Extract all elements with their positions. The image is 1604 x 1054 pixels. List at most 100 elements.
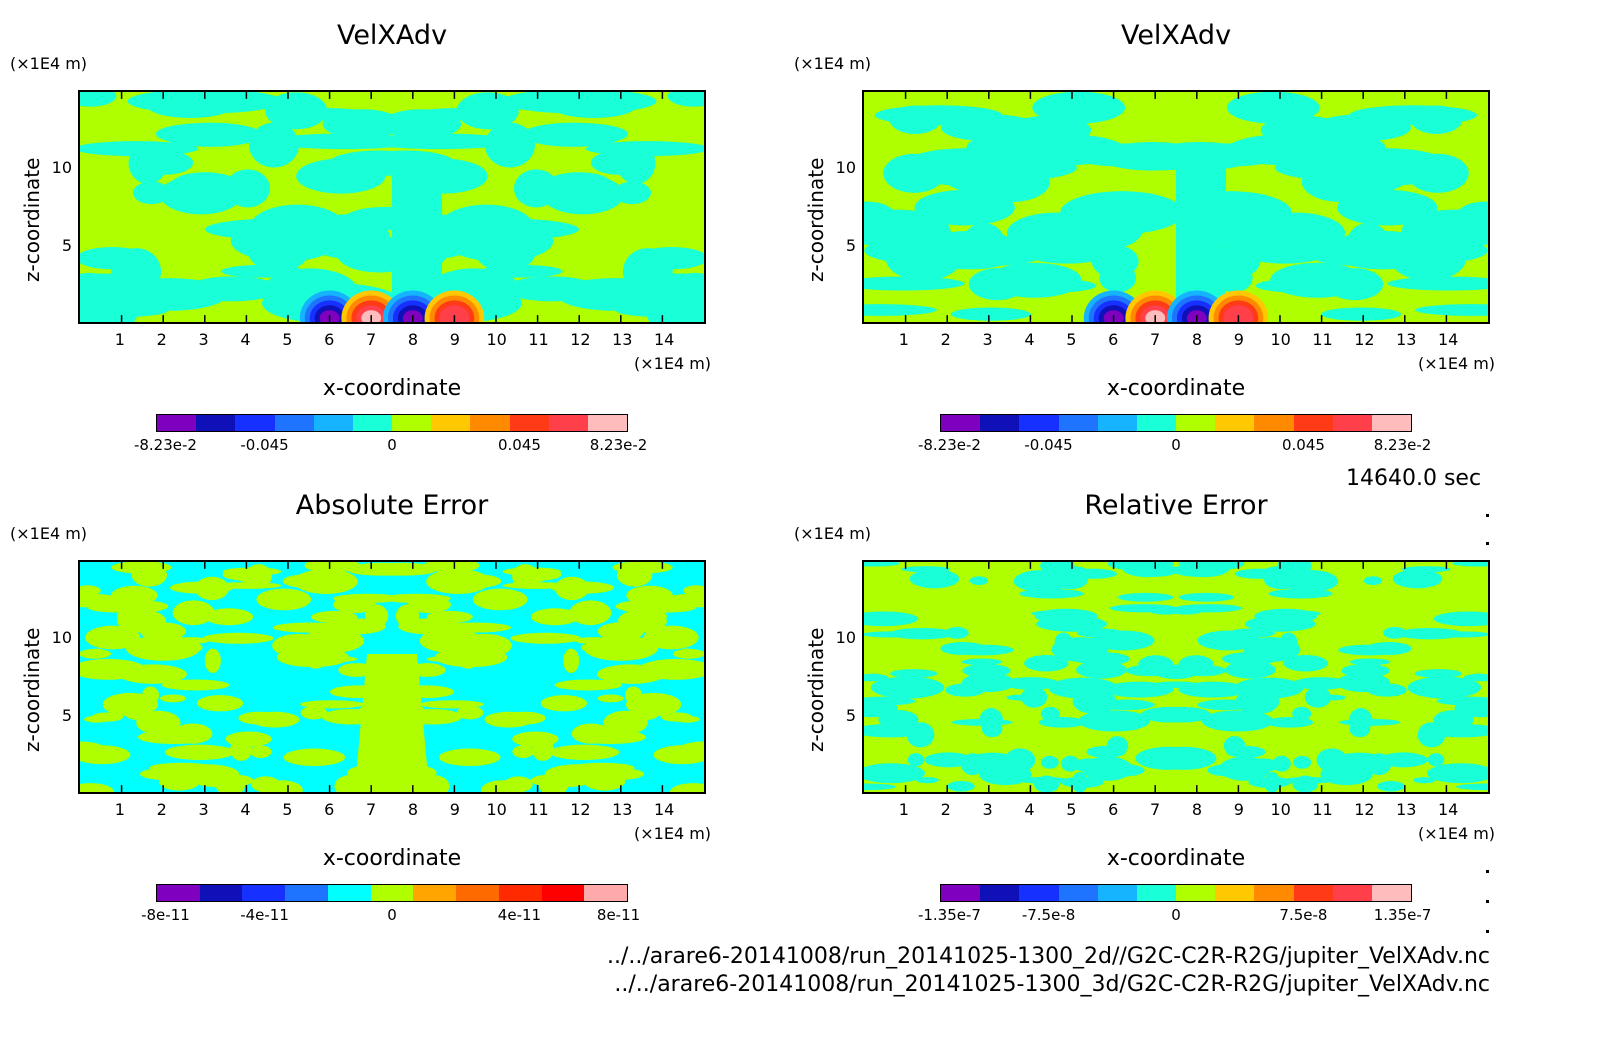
field-contour-blob xyxy=(613,181,652,205)
colorbar-swatch xyxy=(242,885,286,901)
colorbar-swatch xyxy=(1215,885,1255,901)
colorbar-swatch xyxy=(980,415,1020,431)
field-contour-blob xyxy=(1076,206,1144,249)
colorbar xyxy=(940,884,1412,902)
field-contour-blob xyxy=(256,588,312,611)
x-tick-label: 9 xyxy=(1233,330,1244,349)
field-contour-blob xyxy=(924,752,973,768)
field-contour-blob xyxy=(549,744,620,760)
colorbar-swatch xyxy=(587,415,628,431)
colorbar-swatch xyxy=(498,885,542,901)
field-contour-blob xyxy=(364,604,389,628)
colorbar-swatch xyxy=(1097,885,1137,901)
y-axis-unit: (×1E4 m) xyxy=(10,524,88,543)
x-tick-label: 7 xyxy=(365,800,377,819)
field-contour-blob xyxy=(550,581,615,594)
x-tick-label: 12 xyxy=(1354,330,1375,349)
field-contour-blob xyxy=(283,108,372,120)
field-contour-blob xyxy=(1407,676,1482,699)
heatmap-field xyxy=(80,562,704,792)
colorbar-tick-label: 0.045 xyxy=(1281,436,1325,454)
colorbar-swatch xyxy=(1058,415,1098,431)
x-tick-label: 7 xyxy=(1149,330,1161,349)
heatmap-plot-area xyxy=(862,90,1490,324)
field-contour-blob xyxy=(1340,166,1394,198)
field-contour-blob xyxy=(137,730,210,745)
field-contour-blob xyxy=(1127,563,1179,577)
x-tick-label: 8 xyxy=(407,800,419,819)
field-contour-blob xyxy=(1020,686,1048,708)
colorbar-swatch xyxy=(1058,885,1098,901)
panel-title: VelXAdv xyxy=(336,20,448,51)
colorbar-tick-label: 4e-11 xyxy=(497,906,542,924)
field-contour-blob xyxy=(1456,783,1488,791)
colorbar-swatch xyxy=(584,885,628,901)
field-contour-blob xyxy=(901,566,951,573)
field-contour-blob xyxy=(626,585,673,605)
x-tick-label: 4 xyxy=(240,800,251,819)
field-contour-blob xyxy=(472,588,528,611)
x-tick-label: 5 xyxy=(1066,800,1077,819)
field-contour-blob xyxy=(225,169,271,208)
colorbar-swatch xyxy=(941,415,981,431)
field-contour-blob xyxy=(1153,681,1199,688)
colorbar xyxy=(156,414,628,432)
field-contour-blob xyxy=(1463,673,1488,682)
field-contour-blob xyxy=(569,600,612,626)
field-contour-blob xyxy=(251,776,281,792)
field-contour-blob xyxy=(1068,568,1117,579)
field-contour-blob xyxy=(1415,304,1488,316)
y-tick-label: 5 xyxy=(61,706,72,725)
field-contour-blob xyxy=(1452,562,1488,567)
field-contour-blob xyxy=(128,142,168,184)
colorbar-tick-label: -8e-11 xyxy=(141,906,190,924)
colorbar-tick-label: 0 xyxy=(387,906,397,924)
x-tick-label: 3 xyxy=(198,800,209,819)
colorbar xyxy=(940,414,1412,432)
colorbar-tick-label: 0 xyxy=(1171,906,1181,924)
y-tick-label: 5 xyxy=(845,236,856,255)
colorbar-swatch xyxy=(285,885,328,901)
y-tick-label: 10 xyxy=(835,158,856,177)
field-contour-blob xyxy=(1429,216,1488,246)
field-contour-blob xyxy=(1078,710,1151,732)
colorbar-swatch xyxy=(157,415,197,431)
field-contour-blob xyxy=(961,658,1003,666)
field-contour-blob xyxy=(950,307,1031,321)
field-contour-blob xyxy=(132,181,171,205)
field-contour-blob xyxy=(363,133,517,150)
field-contour-blob xyxy=(961,672,1016,693)
field-contour-blob xyxy=(588,767,644,781)
x-tick-label: 2 xyxy=(940,330,951,349)
x-tick-label: 7 xyxy=(1149,800,1161,819)
field-contour-blob xyxy=(1315,251,1451,267)
field-contour-blob xyxy=(102,692,158,717)
field-contour-blob xyxy=(80,585,101,596)
field-contour-blob xyxy=(1150,746,1217,770)
x-tick-label: 1 xyxy=(898,800,909,819)
field-contour-blob xyxy=(333,593,402,603)
field-contour-blob xyxy=(907,753,925,767)
field-contour-blob xyxy=(563,648,580,673)
x-tick-label: 4 xyxy=(1024,800,1035,819)
field-contour-blob xyxy=(1392,569,1443,589)
heatmap-plot-area xyxy=(78,90,706,324)
field-contour-blob xyxy=(456,647,480,669)
y-axis-label: z-coordinate xyxy=(804,627,828,752)
colorbar-swatch xyxy=(352,415,393,431)
field-contour-blob xyxy=(510,632,581,644)
heatmap-plot-area xyxy=(78,560,706,794)
field-contour-blob xyxy=(901,251,1037,267)
colorbar-swatch xyxy=(509,415,549,431)
field-contour-blob xyxy=(1117,592,1174,602)
page-marker-dot xyxy=(1486,514,1489,517)
colorbar-swatch xyxy=(1293,885,1333,901)
field-contour-blob xyxy=(1072,758,1108,773)
field-contour-blob xyxy=(864,611,919,627)
field-contour-blob xyxy=(382,593,451,603)
field-contour-blob xyxy=(283,748,346,767)
field-contour-blob xyxy=(667,92,704,107)
field-contour-blob xyxy=(117,610,135,623)
field-contour-blob xyxy=(1427,753,1445,767)
field-contour-blob xyxy=(296,158,386,194)
